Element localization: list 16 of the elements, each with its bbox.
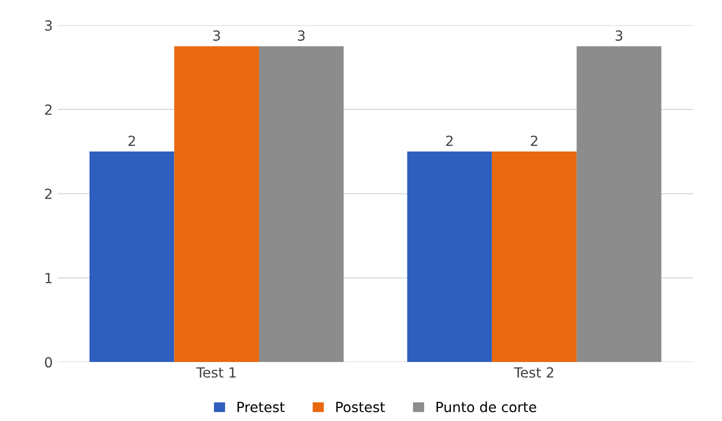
legend-label: Postest: [336, 402, 385, 412]
data-label: 3: [298, 30, 305, 41]
y-tick-label: 2: [45, 188, 52, 199]
legend-label: Punto de corte: [436, 402, 536, 412]
y-tick-label: 0: [44, 357, 52, 368]
y-tick-label: 2: [45, 104, 52, 115]
data-label: 2: [446, 136, 453, 146]
x-tick-label: Test 1: [196, 367, 236, 378]
y-tick-label: 1: [46, 273, 52, 284]
x-tick-label: Test 2: [514, 367, 554, 378]
y-tick-label: 3: [45, 20, 52, 31]
data-label: 3: [616, 30, 622, 41]
data-label: 3: [213, 30, 220, 41]
legend-label: Pretest: [238, 402, 285, 412]
data-label: 2: [530, 136, 538, 146]
data-label: 2: [128, 136, 135, 146]
